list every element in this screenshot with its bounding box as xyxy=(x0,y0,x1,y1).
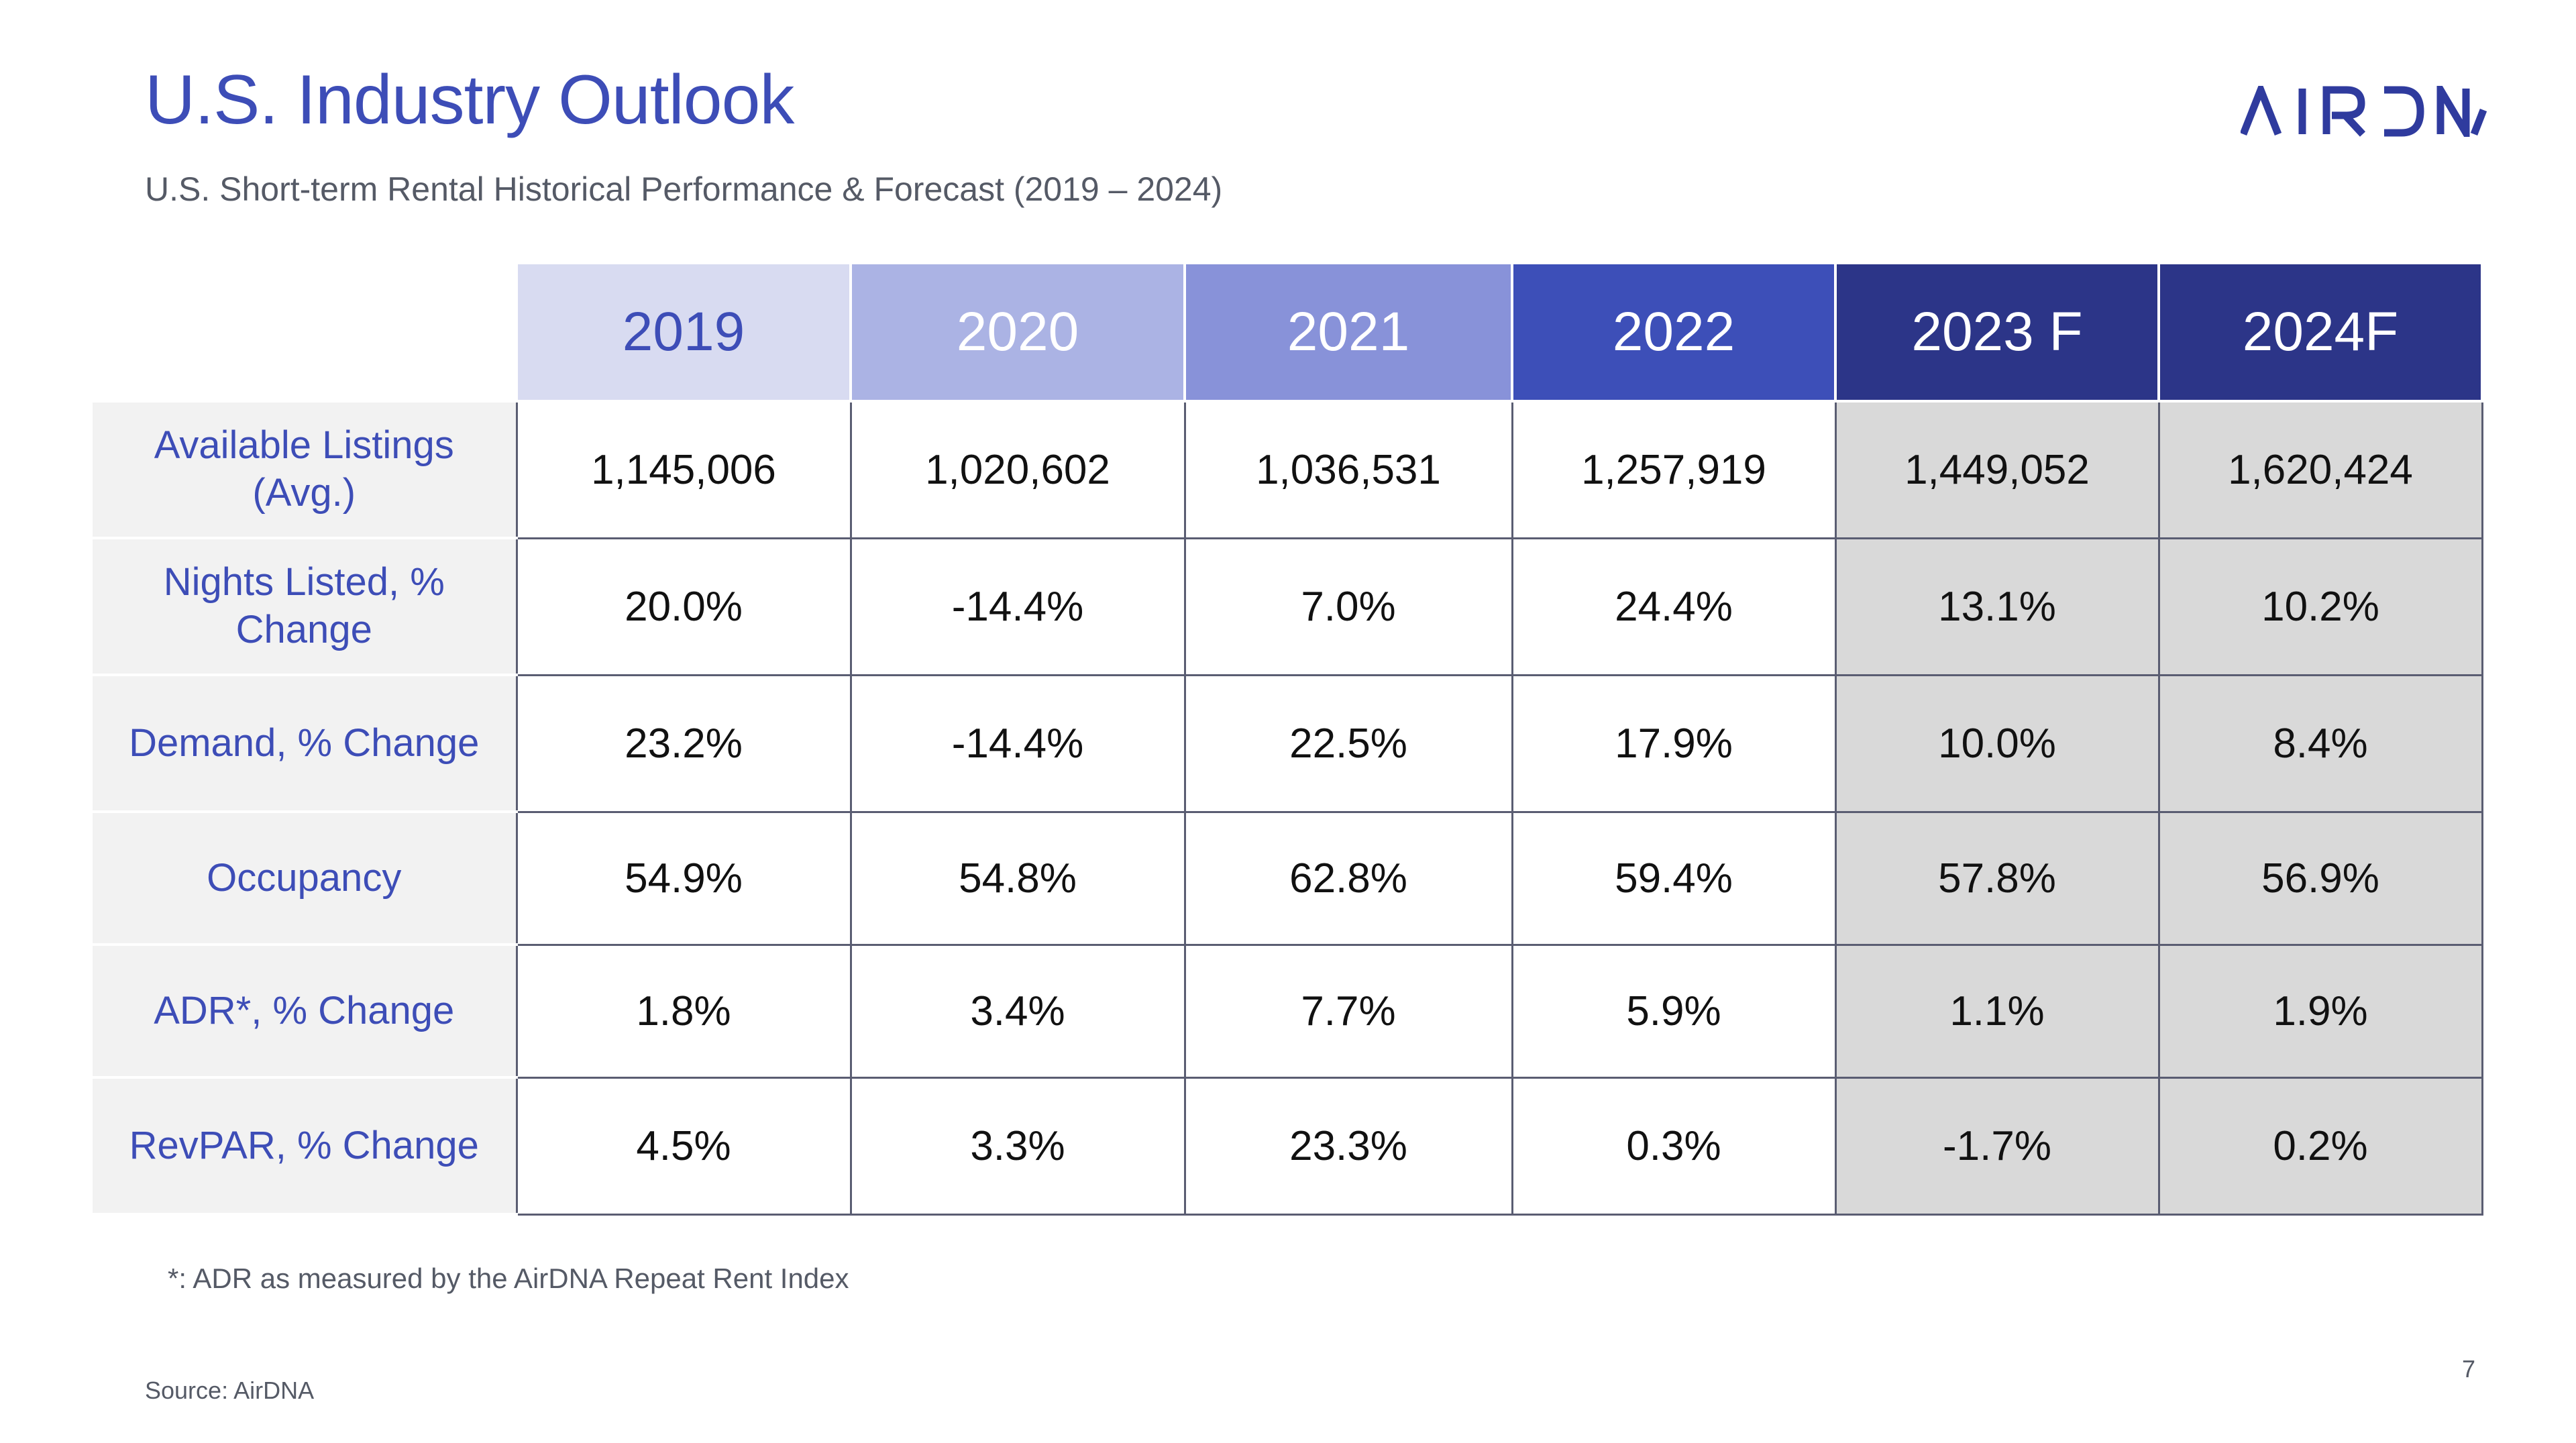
forecast-cell: 8.4% xyxy=(2157,674,2483,813)
airdna-logo xyxy=(2241,86,2487,137)
table-cell: 3.4% xyxy=(849,943,1186,1079)
table-cell: 4.5% xyxy=(515,1076,852,1216)
table-cell: 54.9% xyxy=(515,810,852,946)
table-cell: 3.3% xyxy=(849,1076,1186,1216)
table-cell: 1,036,531 xyxy=(1183,400,1513,539)
table-row: Demand, % Change 23.2% -14.4% 22.5% 17.9… xyxy=(93,674,2483,813)
row-label: Nights Listed, % Change xyxy=(93,537,517,676)
forecast-cell: 1.1% xyxy=(1834,943,2160,1079)
table-corner xyxy=(93,263,517,401)
column-header: 2024F xyxy=(2157,262,2483,403)
row-label: Available Listings (Avg.) xyxy=(93,400,517,539)
table-cell: 23.3% xyxy=(1183,1076,1513,1216)
forecast-cell: 56.9% xyxy=(2157,810,2483,946)
row-label-line: (Avg.) xyxy=(252,471,356,515)
table-cell: 1,020,602 xyxy=(849,400,1186,539)
table-cell: -14.4% xyxy=(849,537,1186,676)
row-label: ADR*, % Change xyxy=(93,943,517,1079)
table-cell: 1,257,919 xyxy=(1511,400,1837,539)
table-cell: 7.7% xyxy=(1183,943,1513,1079)
column-header: 2021 xyxy=(1183,262,1513,403)
table-cell: 17.9% xyxy=(1511,674,1837,813)
row-label: Occupancy xyxy=(93,810,517,946)
table-cell: 5.9% xyxy=(1511,943,1837,1079)
table-cell: 0.3% xyxy=(1511,1076,1837,1216)
column-header: 2023 F xyxy=(1834,262,2160,403)
forecast-cell: 1.9% xyxy=(2157,943,2483,1079)
outlook-table: 2019 2020 2021 2022 2023 F 2024F Availab… xyxy=(93,262,2483,1216)
table-cell: 59.4% xyxy=(1511,810,1837,946)
table-cell: 1.8% xyxy=(515,943,852,1079)
column-header: 2022 xyxy=(1511,262,1837,403)
column-header: 2019 xyxy=(515,262,852,403)
table-row: Nights Listed, % Change 20.0% -14.4% 7.0… xyxy=(93,537,2483,676)
source-note: Source: AirDNA xyxy=(145,1377,315,1404)
table-cell: 24.4% xyxy=(1511,537,1837,676)
forecast-cell: -1.7% xyxy=(1834,1076,2160,1216)
table-cell: 62.8% xyxy=(1183,810,1513,946)
forecast-cell: 1,620,424 xyxy=(2157,400,2483,539)
table-cell: -14.4% xyxy=(849,674,1186,813)
table-cell: 1,145,006 xyxy=(515,400,852,539)
column-header: 2020 xyxy=(849,262,1186,403)
forecast-cell: 10.2% xyxy=(2157,537,2483,676)
row-label: RevPAR, % Change xyxy=(93,1076,517,1216)
row-label-line: Change xyxy=(235,608,372,651)
forecast-cell: 10.0% xyxy=(1834,674,2160,813)
table-cell: 7.0% xyxy=(1183,537,1513,676)
forecast-cell: 13.1% xyxy=(1834,537,2160,676)
table-row: Available Listings (Avg.) 1,145,006 1,02… xyxy=(93,400,2483,539)
table-cell: 54.8% xyxy=(849,810,1186,946)
page-subtitle: U.S. Short-term Rental Historical Perfor… xyxy=(145,170,1223,208)
table-cell: 22.5% xyxy=(1183,674,1513,813)
table-header-row: 2019 2020 2021 2022 2023 F 2024F xyxy=(93,262,2483,403)
page-number: 7 xyxy=(2462,1355,2476,1383)
forecast-cell: 1,449,052 xyxy=(1834,400,2160,539)
table-cell: 20.0% xyxy=(515,537,852,676)
forecast-cell: 0.2% xyxy=(2157,1076,2483,1216)
row-label: Demand, % Change xyxy=(93,674,517,813)
forecast-cell: 57.8% xyxy=(1834,810,2160,946)
row-label-line: Nights Listed, % xyxy=(163,560,445,604)
page-title: U.S. Industry Outlook xyxy=(145,61,794,139)
table-cell: 23.2% xyxy=(515,674,852,813)
footnote: *: ADR as measured by the AirDNA Repeat … xyxy=(168,1263,849,1294)
table-row: Occupancy 54.9% 54.8% 62.8% 59.4% 57.8% … xyxy=(93,810,2483,946)
table-row: ADR*, % Change 1.8% 3.4% 7.7% 5.9% 1.1% … xyxy=(93,943,2483,1079)
table-row: RevPAR, % Change 4.5% 3.3% 23.3% 0.3% -1… xyxy=(93,1076,2483,1216)
row-label-line: Available Listings xyxy=(154,423,454,468)
